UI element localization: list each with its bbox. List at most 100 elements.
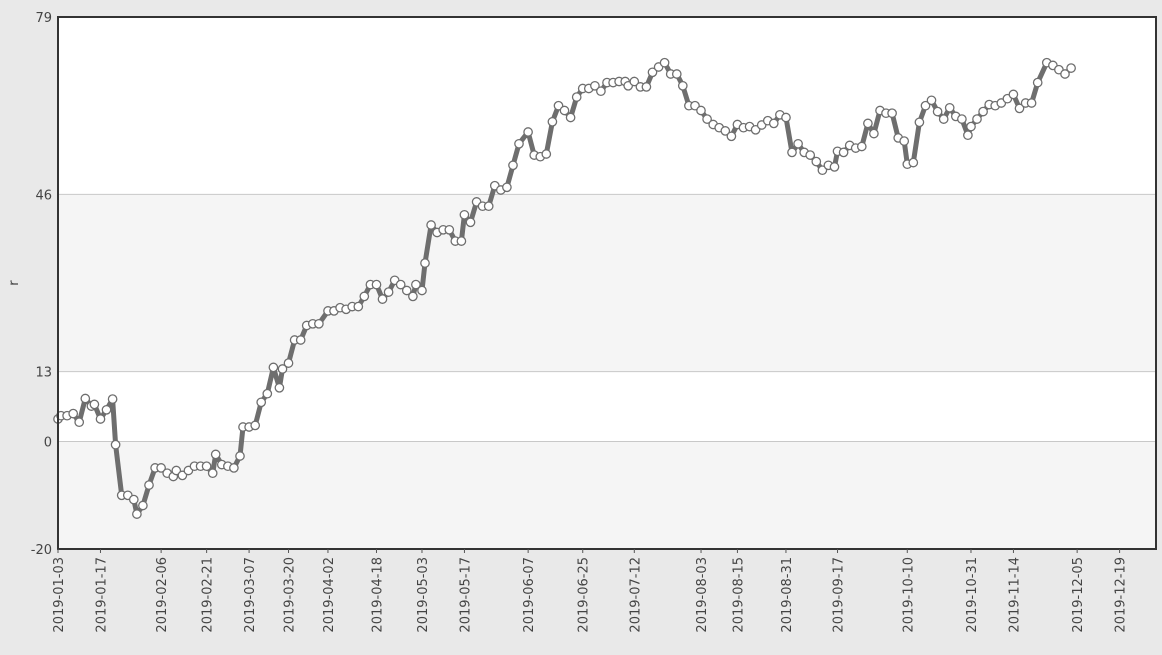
data-point	[417, 285, 427, 296]
data-point	[235, 451, 245, 461]
data-point	[250, 420, 261, 431]
data-point	[926, 95, 937, 106]
x-tick-label: 2019-12-05	[1071, 557, 1086, 633]
data-point	[210, 449, 221, 460]
data-point	[89, 399, 100, 410]
data-point	[938, 114, 949, 124]
x-tick-label: 2019-06-25	[577, 557, 592, 633]
data-point	[459, 209, 470, 220]
data-point	[171, 465, 182, 476]
x-tick-label: 2019-12-19	[1114, 557, 1129, 633]
data-point	[972, 114, 982, 124]
y-tick-label: 79	[35, 11, 52, 26]
data-point	[514, 138, 524, 149]
data-point	[856, 141, 867, 152]
x-tick-label: 2019-03-07	[243, 557, 258, 633]
x-tick-label: 2019-05-17	[458, 557, 473, 633]
data-point	[502, 182, 512, 193]
data-point	[647, 67, 658, 78]
data-point	[811, 156, 822, 167]
data-point	[1014, 103, 1025, 114]
data-point	[262, 388, 273, 399]
data-point	[863, 118, 873, 129]
data-point	[629, 76, 640, 87]
data-point	[908, 157, 919, 168]
data-point	[128, 494, 139, 505]
data-point	[107, 394, 118, 404]
data-point	[541, 149, 552, 159]
data-point	[1066, 63, 1076, 73]
plot-band	[58, 194, 1156, 372]
data-point	[1008, 89, 1019, 100]
x-tick-label: 2019-05-03	[416, 557, 431, 633]
data-point	[274, 382, 285, 393]
data-point	[720, 126, 731, 136]
data-point	[138, 500, 148, 511]
data-point	[110, 439, 121, 450]
data-point	[781, 112, 791, 123]
data-point	[420, 258, 430, 268]
data-point	[702, 114, 712, 124]
x-tick-label: 2019-08-31	[780, 557, 795, 633]
data-point	[944, 102, 955, 113]
data-point	[590, 80, 600, 91]
data-point	[726, 131, 737, 142]
x-axis-ticks: 2019-01-03 2019-01-17 2019-02-06 2019-02-21…	[52, 549, 1129, 633]
data-point	[80, 393, 91, 404]
x-tick-label: 2019-06-07	[522, 557, 537, 633]
data-point	[395, 279, 406, 290]
y-tick-label: 13	[35, 366, 52, 381]
data-point	[277, 364, 288, 374]
data-point	[465, 217, 476, 228]
data-point	[1060, 69, 1070, 79]
data-point	[95, 414, 106, 424]
data-point	[283, 358, 294, 368]
data-point	[932, 106, 943, 117]
data-point	[787, 147, 797, 158]
x-tick-label: 2019-01-17	[94, 557, 109, 633]
plot-band	[58, 441, 1156, 549]
x-tick-label: 2019-10-10	[901, 557, 916, 633]
data-point	[359, 291, 370, 302]
data-point	[144, 480, 154, 490]
data-point	[920, 100, 931, 111]
y-tick-label: 0	[44, 436, 52, 451]
plot-frame	[57, 16, 1157, 550]
data-point	[559, 105, 570, 116]
data-point	[268, 362, 279, 373]
data-point	[1026, 98, 1037, 108]
data-point	[565, 112, 576, 123]
data-point	[838, 147, 849, 158]
data-point	[444, 224, 455, 235]
data-point	[899, 136, 910, 146]
x-tick-label: 2019-02-06	[155, 557, 170, 633]
data-point	[411, 279, 421, 290]
y-axis-title: r	[7, 280, 22, 286]
x-tick-label: 2019-10-31	[965, 557, 980, 633]
data-point	[547, 116, 558, 127]
x-tick-label: 2019-04-02	[322, 557, 337, 633]
data-point	[571, 92, 582, 102]
x-tick-label: 2019-08-15	[731, 557, 746, 633]
data-point	[314, 318, 324, 329]
x-tick-label: 2019-09-17	[832, 557, 847, 633]
y-axis-ticks: -20 0 13 46 79	[31, 11, 52, 558]
data-point	[371, 279, 382, 290]
data-point	[426, 220, 436, 230]
data-point	[887, 108, 897, 119]
data-point	[101, 404, 112, 415]
data-point	[383, 287, 394, 297]
data-point	[671, 69, 682, 79]
data-point	[793, 138, 803, 149]
data-point	[408, 291, 418, 302]
x-tick-label: 2019-04-18	[370, 557, 385, 633]
data-point	[456, 236, 467, 246]
data-point	[677, 80, 688, 91]
data-point	[201, 461, 212, 472]
series-layer	[53, 57, 1076, 519]
data-point	[963, 130, 973, 141]
data-point	[74, 417, 85, 428]
data-point	[805, 150, 816, 160]
data-point	[207, 468, 218, 479]
